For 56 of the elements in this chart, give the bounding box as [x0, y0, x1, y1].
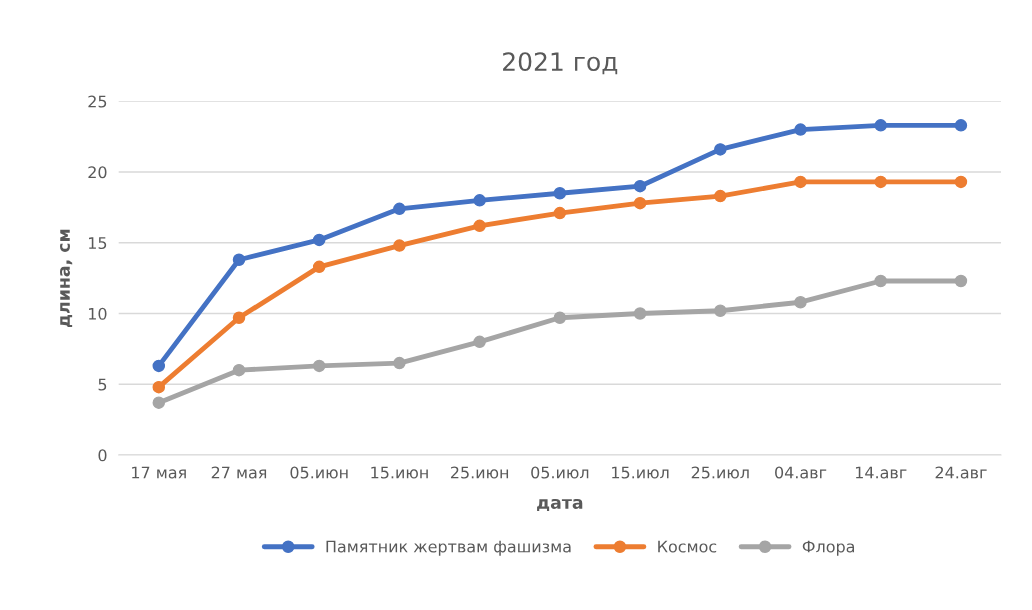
y-tick-label: 15: [89, 237, 107, 250]
point: [874, 175, 887, 189]
point: [553, 206, 567, 220]
point: [232, 311, 246, 325]
x-tick-label: 05.июл: [531, 466, 589, 479]
x-tick-label: 25.июн: [450, 466, 509, 479]
point: [152, 359, 166, 373]
x-tick-label: 17 мая: [132, 466, 186, 479]
x-axis-title: дата: [537, 498, 583, 512]
point: [312, 359, 326, 373]
x-tick-label: 25.июл: [691, 466, 749, 479]
point: [714, 143, 727, 156]
point: [553, 311, 567, 325]
point: [232, 363, 246, 377]
y-axis-title: длина, см: [60, 229, 73, 328]
x-tick-label: 14.авг: [855, 466, 907, 479]
y-tick-label: 25: [88, 95, 107, 108]
chart-title: 2021 год: [503, 52, 618, 75]
point: [312, 233, 326, 247]
point: [152, 380, 166, 394]
point: [633, 307, 647, 320]
y-tick-label: 0: [98, 449, 107, 462]
y-tick-label: 5: [98, 378, 107, 391]
x-tick-label: 27 мая: [211, 466, 267, 479]
point: [553, 186, 567, 200]
x-tick-label: 15.июн: [371, 466, 428, 479]
point: [874, 274, 887, 288]
y-tick-label: 20: [88, 166, 107, 179]
point: [393, 356, 406, 370]
legend-label: Космос: [658, 540, 717, 553]
y-tick-label: 10: [89, 307, 107, 320]
point: [874, 119, 887, 132]
point: [794, 295, 807, 309]
point: [393, 239, 406, 252]
x-tick-label: 15.июл: [612, 466, 669, 479]
point: [633, 196, 647, 210]
x-tick-label: 24.авг: [935, 466, 987, 479]
point: [954, 274, 968, 288]
point: [312, 260, 326, 274]
point: [633, 179, 647, 193]
point: [794, 175, 807, 189]
point: [473, 335, 486, 349]
point: [473, 194, 486, 207]
legend-label: Флора: [802, 540, 855, 556]
point: [152, 396, 166, 409]
legend-label: Памятник жертвам фашизма: [326, 540, 571, 556]
point: [714, 304, 727, 317]
point: [393, 202, 406, 216]
point: [473, 219, 486, 233]
x-tick-label: 05.июн: [290, 466, 348, 479]
point: [954, 119, 968, 132]
point: [794, 123, 807, 136]
x-tick-label: 04.авг: [775, 466, 827, 479]
point: [232, 253, 246, 267]
point: [954, 175, 968, 189]
point: [714, 189, 727, 203]
